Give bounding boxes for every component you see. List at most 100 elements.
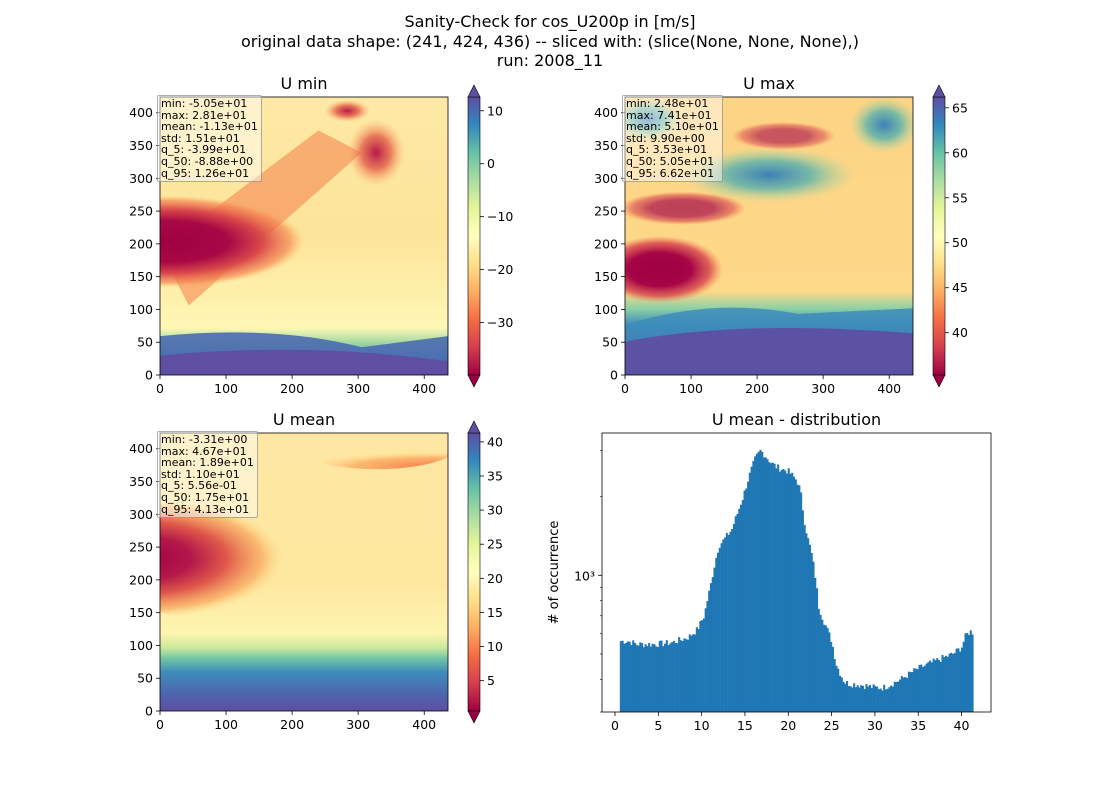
- histogram-bar: [888, 687, 891, 712]
- histogram-bar: [732, 523, 735, 712]
- colorbar-tick-label: −10: [487, 209, 513, 224]
- histogram-bar: [872, 684, 875, 712]
- histogram-bar: [695, 627, 698, 712]
- stat-q5: q_5: 3.53e+01: [626, 143, 708, 157]
- y-tick-label: 200: [594, 236, 618, 251]
- histogram-bar: [745, 488, 748, 712]
- histogram-bar: [630, 645, 633, 712]
- stat-max: max: 7.41e+01: [626, 108, 712, 122]
- colorbar-tick-label: 35: [487, 468, 503, 483]
- y-tick-label: 0: [145, 368, 153, 383]
- histogram-bar: [897, 681, 900, 712]
- colorbar-tick-label: 50: [952, 235, 968, 250]
- histogram-bar: [750, 466, 753, 712]
- colorbar-gradient: [467, 96, 481, 376]
- histogram-bar: [678, 637, 681, 712]
- stats-box-u-mean: min: -3.31e+00 max: 4.67e+01 mean: 1.89e…: [157, 431, 258, 519]
- colorbar-tick-label: 45: [952, 280, 968, 295]
- histogram-bar: [900, 676, 903, 712]
- histogram-bar: [665, 640, 668, 712]
- stat-q50: q_50: 5.05e+01: [626, 154, 715, 168]
- histogram-bar: [913, 668, 916, 712]
- histogram-bar: [808, 544, 811, 712]
- histogram-bars: [619, 449, 974, 712]
- histogram-bar: [846, 681, 849, 712]
- histogram-bar: [771, 462, 774, 712]
- x-tick-label: 300: [346, 717, 370, 732]
- histogram-bar: [890, 685, 893, 712]
- histogram-bar: [902, 677, 905, 712]
- histogram-bar: [895, 681, 898, 712]
- histogram-bar: [784, 470, 787, 712]
- histogram-bar: [886, 688, 889, 712]
- histogram-bar: [842, 681, 845, 712]
- histogram-bar: [964, 633, 967, 712]
- histogram-bar: [835, 665, 838, 712]
- colorbar-tick-label: 60: [952, 145, 968, 160]
- y-tick-label: 300: [129, 171, 153, 186]
- y-tick-label: 0: [610, 368, 618, 383]
- histogram-bar: [672, 640, 675, 712]
- histogram-bar: [649, 646, 652, 712]
- stat-q50: q_50: -8.88e+00: [161, 154, 254, 168]
- histogram-bar: [959, 651, 962, 712]
- histogram-bar: [946, 656, 949, 712]
- x-tick-label: 100: [214, 717, 238, 732]
- colorbar-gradient: [467, 432, 481, 712]
- x-tick-label: 25: [824, 718, 840, 733]
- colorbar-tick-label: 25: [487, 537, 503, 552]
- histogram-bar: [865, 684, 868, 712]
- histogram-bar: [671, 642, 674, 712]
- histogram-bar: [736, 513, 739, 712]
- histogram-bar: [874, 686, 877, 712]
- stats-box-u-min: min: -5.05e+01 max: 2.81e+01 mean: -1.13…: [157, 95, 262, 183]
- y-tick-label: 350: [129, 138, 153, 153]
- histogram-bar: [844, 683, 847, 712]
- histogram-bar: [971, 634, 974, 712]
- histogram-bar: [739, 504, 743, 712]
- colorbar-tick-label: 0: [487, 156, 495, 171]
- histogram-bar: [870, 687, 873, 712]
- histogram-bar: [759, 449, 762, 712]
- histogram-bar: [782, 469, 785, 712]
- histogram-bar: [914, 668, 918, 712]
- histogram-bar: [962, 641, 965, 712]
- histogram-bar: [847, 686, 850, 712]
- histogram-bar: [823, 624, 826, 712]
- histogram-bar: [628, 641, 631, 712]
- histogram-bar: [690, 635, 693, 712]
- y-tick-label: 400: [129, 441, 153, 456]
- histogram-bar: [743, 490, 746, 712]
- histogram-bar: [904, 677, 907, 712]
- histogram-bar: [899, 679, 902, 712]
- y-tick-label: 250: [594, 204, 618, 219]
- histogram-bar: [932, 658, 935, 712]
- stat-min: min: -3.31e+00: [161, 433, 248, 446]
- histogram-bar: [619, 641, 622, 712]
- histogram-bar: [660, 640, 663, 712]
- histogram-bar: [929, 660, 932, 712]
- x-tick-label: 200: [745, 381, 769, 396]
- histogram-bar: [810, 553, 813, 712]
- histogram-bar: [754, 456, 757, 712]
- histogram-bar: [955, 648, 958, 712]
- histogram-bar: [815, 588, 819, 712]
- histogram-bar: [637, 645, 640, 712]
- y-tick-label: 150: [129, 269, 153, 284]
- histogram-bar: [701, 620, 704, 712]
- histogram-bar: [635, 644, 638, 712]
- histogram-bar: [741, 499, 744, 712]
- colorbar-extend-min-arrow: [467, 374, 481, 388]
- panel-title-u-min: U min: [281, 74, 328, 93]
- colorbar-tick-label: 40: [487, 434, 503, 449]
- x-tick-label: 200: [280, 381, 304, 396]
- x-tick-label: 400: [877, 381, 901, 396]
- histogram-bar: [881, 690, 884, 712]
- histogram-bar: [688, 634, 691, 712]
- histogram-bar: [697, 628, 700, 712]
- histogram-bar: [706, 601, 709, 712]
- histogram-bar: [821, 619, 824, 712]
- x-tick-label: 35: [910, 718, 926, 733]
- x-tick-label: 100: [679, 381, 703, 396]
- y-axis-label: # of occurrence: [547, 521, 562, 625]
